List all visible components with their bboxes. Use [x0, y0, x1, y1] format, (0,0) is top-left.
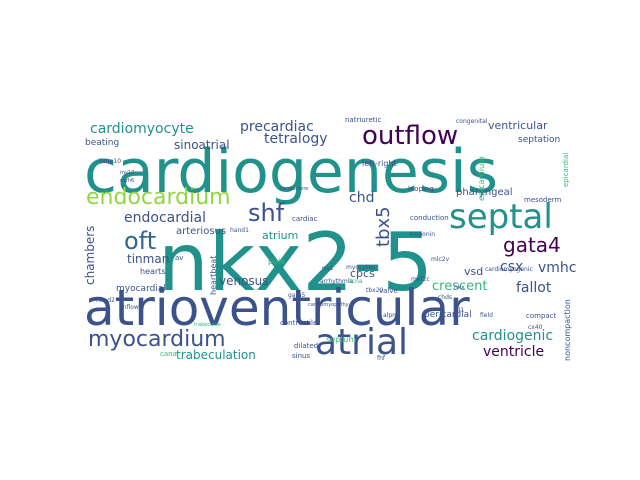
word-septal: septal [449, 197, 553, 237]
word-trabeculae: trabeculae [194, 322, 221, 328]
word-conduction: conduction [410, 214, 449, 222]
word-tbx1: tbx1 [322, 266, 334, 272]
word-vmhc: vmhc [538, 260, 576, 276]
word-hand1: hand1 [230, 227, 249, 234]
word-tinman: tinman [127, 252, 170, 266]
word-ventricle: ventricle [483, 344, 545, 360]
word-cardiomyocyte: cardiomyocyte [90, 121, 194, 137]
word-chds: chds [438, 294, 453, 301]
word-atrioventricular: atrioventricular [84, 279, 470, 337]
word-heartbeat: heartbeat [209, 255, 218, 295]
word-gata5: gata5 [288, 292, 306, 299]
word-pericardial: pericardial [424, 310, 472, 320]
word-outflow: outflow [362, 121, 459, 151]
word-av: av [175, 254, 184, 262]
word-fhf: fhf [377, 355, 386, 362]
word-troponin: troponin [410, 231, 436, 238]
word-precardiac: precardiac [240, 119, 314, 135]
word-inflow: inflow [121, 304, 139, 311]
word-sinoatrial: sinoatrial [174, 138, 230, 152]
word-sinus: sinus [292, 352, 311, 360]
word-bmp10: bmp10 [100, 158, 122, 165]
word-hearts: hearts [140, 267, 166, 276]
word-cardiac: cardiac [292, 215, 318, 223]
word-pharyngeal: pharyngeal [456, 187, 513, 198]
word-chambers: chambers [83, 225, 97, 285]
word-atrial: atrial [315, 322, 409, 363]
word-isl1: isl1 [454, 307, 465, 314]
word-mesoderm: mesoderm [524, 196, 562, 204]
word-trabeculation: trabeculation [176, 348, 256, 362]
word-beating: beating [85, 138, 120, 148]
word-my17: my17 [120, 170, 135, 176]
word-crescent: crescent [432, 279, 488, 294]
word-venosus: venosus [219, 274, 269, 288]
word-csx: csx [500, 259, 524, 275]
word-bcna: bcna [348, 278, 363, 285]
word-endocardial: endocardial [124, 210, 206, 226]
word-compact: compact [526, 312, 557, 320]
word-tbx20: tbx20 [366, 287, 384, 294]
word-chd: chd [349, 190, 375, 206]
word-cardiomere: cardiomere [280, 186, 309, 192]
word-natriuretic: natriuretic [345, 117, 382, 124]
word-nkx: nkx [454, 284, 465, 291]
word-myocardium: myocardium [88, 327, 226, 352]
word-pole: pole [268, 257, 286, 266]
word-dilated: dilated [294, 342, 319, 350]
word-septum: septum [326, 335, 357, 344]
word-congenital: congenital [456, 118, 488, 125]
word-nkx2-5: nkx2-5 [158, 216, 434, 309]
word-ventricular: ventricular [488, 119, 548, 132]
word-cardiomyopathy: cardiomyopathy [308, 302, 349, 308]
word-noncompaction: noncompaction [563, 299, 572, 361]
word-looping: looping [408, 185, 434, 193]
word-contractile: contractile [280, 319, 318, 327]
word-fallot: fallot [516, 280, 552, 296]
word-arteriosus: arteriosus [176, 226, 227, 237]
word-cloud: nkx2-5 cardiogenesis atrioventricular se… [80, 117, 576, 365]
word-oft: oft [124, 227, 157, 255]
word-cardiomyogenic: cardiomyogenic [485, 266, 533, 273]
word-valve: valve [379, 287, 398, 295]
word-cx40: cx40 [528, 324, 543, 331]
word-mlc2v: mlc2v [431, 256, 450, 263]
word-cpcs: cpcs [350, 267, 375, 280]
word-myocardial: myocardial [116, 284, 166, 294]
word-endocardium: endocardium [86, 185, 231, 210]
word-myocytes: myocytes [346, 264, 376, 271]
word-cardiogenic: cardiogenic [472, 328, 554, 344]
word-atrium: atrium [262, 229, 299, 242]
word-tbx5: tbx5 [373, 206, 394, 247]
word-field: field [480, 312, 493, 319]
word-septation: septation [518, 135, 561, 145]
word-vsd: vsd [464, 265, 484, 278]
word-left-right: left-right [362, 159, 397, 168]
word-alpm: alpm [383, 312, 398, 319]
word-mef2c: mef2c [411, 276, 430, 283]
word-gata4: gata4 [503, 233, 561, 257]
word-hand2: hand2 [96, 297, 115, 304]
word-arrhythmia: arrhythmia [320, 278, 354, 285]
word-canal: canal [160, 350, 179, 358]
word-cardiogenesis: cardiogenesis [84, 137, 498, 207]
word-tetralogy: tetralogy [264, 131, 328, 147]
word-myh6: myh6 [120, 178, 135, 184]
word-epicardium: epicardium [477, 156, 486, 201]
word-epicardial: epicardial [562, 152, 570, 187]
word-shf: shf [248, 199, 285, 227]
